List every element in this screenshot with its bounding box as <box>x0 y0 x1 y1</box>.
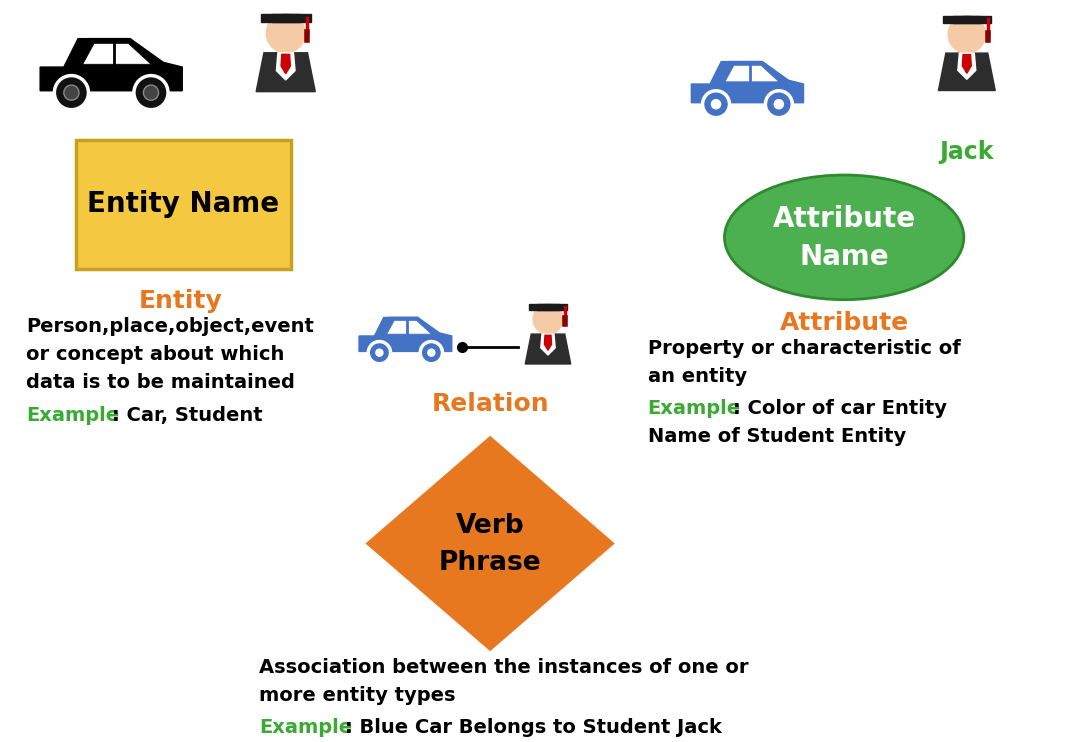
Circle shape <box>421 341 442 364</box>
Text: Person,place,object,event: Person,place,object,event <box>26 317 314 336</box>
Text: Example: Example <box>26 406 119 425</box>
Text: Name of Student Entity: Name of Student Entity <box>648 427 906 446</box>
Circle shape <box>765 91 792 118</box>
Circle shape <box>702 91 730 118</box>
Text: Phrase: Phrase <box>439 551 541 577</box>
Text: data is to be maintained: data is to be maintained <box>26 373 295 392</box>
Text: Relation: Relation <box>431 392 549 416</box>
Text: Verb: Verb <box>456 513 525 539</box>
Polygon shape <box>529 304 567 310</box>
Text: : Blue Car Belongs to Student Jack: : Blue Car Belongs to Student Jack <box>345 718 722 737</box>
Polygon shape <box>725 65 778 82</box>
Circle shape <box>533 304 563 334</box>
Text: : Car, Student: : Car, Student <box>113 406 262 425</box>
Text: Association between the instances of one or: Association between the instances of one… <box>259 658 748 677</box>
Polygon shape <box>82 43 151 65</box>
Text: Attribute: Attribute <box>779 311 908 335</box>
Text: Example: Example <box>259 718 352 737</box>
Text: Entity Name: Entity Name <box>88 191 280 218</box>
Text: Entity: Entity <box>139 289 223 313</box>
Text: Name: Name <box>799 243 889 272</box>
Text: Property or characteristic of: Property or characteristic of <box>648 339 960 358</box>
Circle shape <box>710 98 722 111</box>
Polygon shape <box>365 436 615 651</box>
Polygon shape <box>276 53 295 80</box>
Polygon shape <box>541 334 555 355</box>
Polygon shape <box>943 16 991 23</box>
Polygon shape <box>719 62 784 84</box>
Polygon shape <box>75 39 157 67</box>
Circle shape <box>369 341 390 364</box>
Polygon shape <box>382 318 435 336</box>
Polygon shape <box>939 53 995 91</box>
Ellipse shape <box>724 175 964 300</box>
Circle shape <box>773 98 785 111</box>
Polygon shape <box>40 39 182 91</box>
Text: Attribute: Attribute <box>773 206 916 234</box>
FancyBboxPatch shape <box>76 139 291 269</box>
Polygon shape <box>359 318 452 352</box>
Text: Jack: Jack <box>940 139 994 164</box>
Polygon shape <box>958 53 976 79</box>
Polygon shape <box>256 53 315 92</box>
Polygon shape <box>281 54 291 73</box>
Polygon shape <box>953 16 980 23</box>
Polygon shape <box>538 304 558 310</box>
Text: an entity: an entity <box>648 367 747 386</box>
Polygon shape <box>692 62 803 102</box>
Polygon shape <box>387 321 431 334</box>
Polygon shape <box>526 334 570 364</box>
Circle shape <box>54 76 89 110</box>
Circle shape <box>267 14 306 53</box>
Circle shape <box>64 85 79 100</box>
Circle shape <box>948 16 985 53</box>
Circle shape <box>426 348 436 358</box>
Circle shape <box>374 348 385 358</box>
Text: more entity types: more entity types <box>259 686 455 705</box>
Circle shape <box>134 76 168 110</box>
Text: or concept about which: or concept about which <box>26 345 285 364</box>
Text: Example: Example <box>648 399 740 418</box>
Circle shape <box>143 85 158 100</box>
Polygon shape <box>272 14 299 22</box>
Polygon shape <box>261 14 311 22</box>
Text: : Color of car Entity: : Color of car Entity <box>734 399 947 418</box>
Polygon shape <box>963 55 971 73</box>
Polygon shape <box>544 335 552 350</box>
